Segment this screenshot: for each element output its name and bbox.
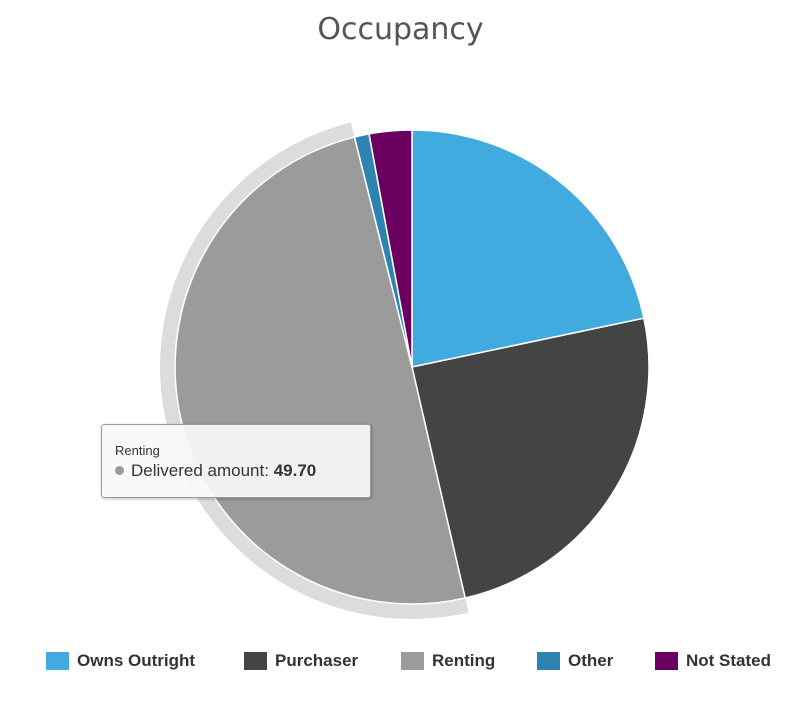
legend-label: Purchaser xyxy=(275,651,359,670)
chart-title: Occupancy xyxy=(317,12,484,47)
legend-swatch xyxy=(401,652,424,670)
legend-item-purchaser[interactable]: Purchaser xyxy=(244,647,358,675)
legend-label: Not Stated xyxy=(686,651,771,670)
legend-label: Other xyxy=(568,651,614,670)
pie-slice-owns-outright[interactable] xyxy=(411,129,645,368)
legend-swatch xyxy=(244,652,267,670)
tooltip-series-dot xyxy=(115,466,124,475)
legend-item-not-stated[interactable]: Not Stated xyxy=(655,647,771,675)
tooltip-series-label: Delivered amount xyxy=(131,461,265,480)
pie-slice-purchaser[interactable] xyxy=(411,317,650,599)
tooltip-title: Renting xyxy=(115,443,160,458)
pie-slice-not-stated[interactable] xyxy=(368,129,413,368)
tooltip-value: 49.70 xyxy=(273,461,317,480)
legend-label: Renting xyxy=(432,651,496,670)
legend-swatch xyxy=(537,652,560,670)
legend-swatch xyxy=(655,652,678,670)
legend-swatch xyxy=(46,652,69,670)
legend-label: Owns Outright xyxy=(77,651,196,670)
legend-item-owns-outright[interactable]: Owns Outright xyxy=(46,647,195,675)
legend-item-renting[interactable]: Renting xyxy=(401,647,495,675)
tooltip: Renting Delivered amount: 49.70 xyxy=(101,424,371,498)
legend: Owns Outright Purchaser Renting Other Not St… xyxy=(0,647,801,675)
tooltip-row: Delivered amount: 49.70 xyxy=(115,460,358,482)
legend-item-other[interactable]: Other xyxy=(537,647,613,675)
